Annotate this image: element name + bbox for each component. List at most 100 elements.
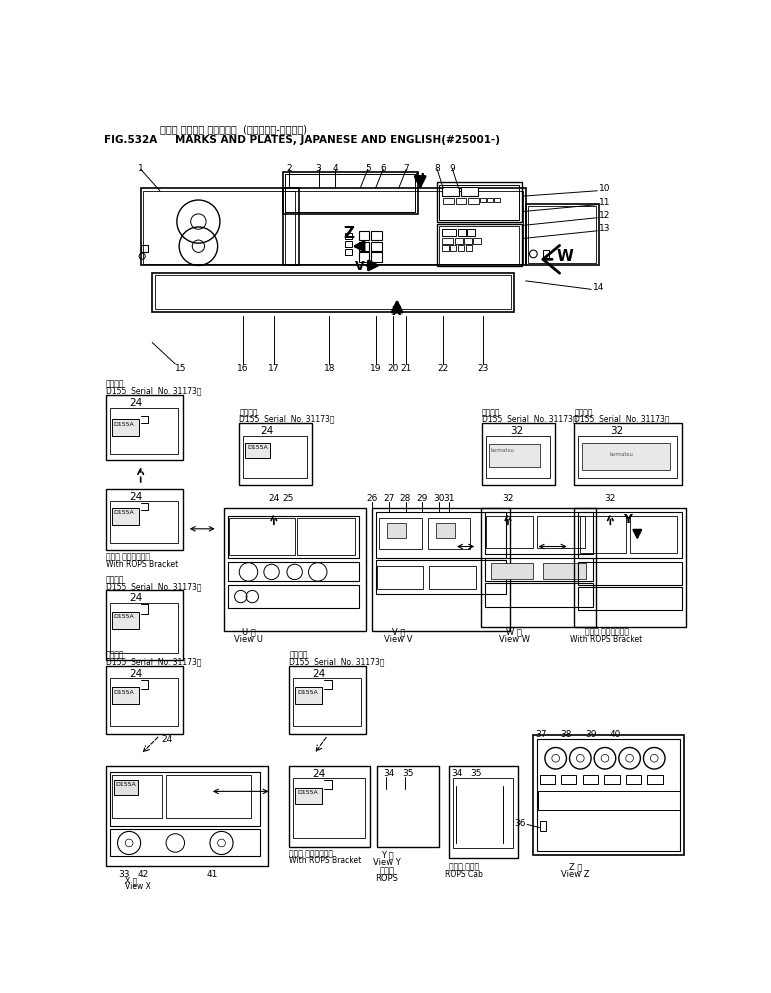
Text: 38: 38 xyxy=(561,730,572,739)
Text: D155A: D155A xyxy=(113,422,134,427)
Text: W 視: W 視 xyxy=(507,628,522,637)
Text: 1: 1 xyxy=(138,164,143,173)
Bar xyxy=(109,603,177,652)
Bar xyxy=(458,244,464,251)
Text: D155  Serial  No. 31173～: D155 Serial No. 31173～ xyxy=(574,415,670,424)
Bar xyxy=(372,508,510,632)
Text: 24: 24 xyxy=(129,492,143,501)
Text: 36: 36 xyxy=(514,819,526,828)
Text: 24: 24 xyxy=(161,735,173,744)
Bar xyxy=(578,436,677,478)
Bar xyxy=(113,780,138,795)
Text: 9: 9 xyxy=(449,164,456,173)
Text: 13: 13 xyxy=(599,224,611,233)
Text: FIG.532A: FIG.532A xyxy=(104,135,158,145)
Bar xyxy=(458,228,466,236)
Text: ロプス: ロプス xyxy=(379,866,395,875)
Text: 3: 3 xyxy=(315,164,322,173)
Bar xyxy=(561,776,577,784)
Text: 8: 8 xyxy=(434,164,440,173)
Text: 6: 6 xyxy=(380,164,386,173)
Text: D155  Serial  No. 31173～: D155 Serial No. 31173～ xyxy=(482,415,577,424)
Bar xyxy=(243,436,307,478)
Text: 24: 24 xyxy=(312,769,325,780)
Text: D155A: D155A xyxy=(247,445,268,450)
Text: 23: 23 xyxy=(477,364,489,373)
Bar xyxy=(283,189,526,265)
Text: 18: 18 xyxy=(324,364,335,373)
Bar xyxy=(112,612,139,629)
Bar xyxy=(239,423,312,485)
Bar xyxy=(154,275,511,310)
Bar xyxy=(112,419,139,436)
Bar xyxy=(626,776,641,784)
Text: View Z: View Z xyxy=(561,870,590,879)
Text: 37: 37 xyxy=(535,730,547,739)
Text: komatsu: komatsu xyxy=(490,448,514,453)
Bar xyxy=(293,678,361,726)
Bar xyxy=(437,183,522,222)
Bar xyxy=(106,666,183,734)
Bar xyxy=(166,776,251,817)
Text: 34: 34 xyxy=(383,769,395,779)
Bar xyxy=(583,776,598,784)
Bar xyxy=(109,501,177,543)
Text: V: V xyxy=(355,260,365,273)
Text: 29: 29 xyxy=(417,495,428,503)
Text: 27: 27 xyxy=(383,495,394,503)
Text: 33: 33 xyxy=(118,870,130,879)
Bar xyxy=(106,591,183,659)
Bar xyxy=(227,515,359,558)
Text: 適用号等: 適用号等 xyxy=(574,408,593,417)
Text: Y 視: Y 視 xyxy=(381,851,393,860)
Bar xyxy=(482,423,555,485)
Text: ロプス ブラケット付: ロプス ブラケット付 xyxy=(584,628,628,637)
Text: ROPS: ROPS xyxy=(375,874,399,883)
Bar xyxy=(293,779,365,838)
Bar xyxy=(152,273,514,312)
Bar xyxy=(537,515,585,548)
Bar xyxy=(464,237,472,244)
Bar xyxy=(283,172,418,213)
Text: 22: 22 xyxy=(438,364,449,373)
Bar xyxy=(359,241,369,251)
Text: Z: Z xyxy=(344,225,355,240)
Text: komatsu: komatsu xyxy=(610,452,634,457)
Text: D155  Serial  No. 31173～: D155 Serial No. 31173～ xyxy=(289,657,385,666)
Bar xyxy=(485,584,593,607)
Text: D155A: D155A xyxy=(297,789,318,794)
Text: D155A: D155A xyxy=(297,690,318,695)
Bar xyxy=(534,735,684,855)
Bar xyxy=(387,522,406,538)
Text: U: U xyxy=(415,172,425,185)
Bar xyxy=(345,241,352,247)
Bar xyxy=(140,189,298,265)
Bar xyxy=(543,250,549,258)
Text: D155  Serial  No. 31173～: D155 Serial No. 31173～ xyxy=(239,415,335,424)
Text: ロプス ブラケット付: ロプス ブラケット付 xyxy=(106,553,150,562)
Bar xyxy=(106,766,268,866)
Bar xyxy=(297,518,355,555)
Text: With ROPS Bracket: With ROPS Bracket xyxy=(106,560,178,569)
Bar xyxy=(455,237,463,244)
Text: 適用号等: 適用号等 xyxy=(482,408,500,417)
Text: ROPS Cab: ROPS Cab xyxy=(445,870,483,879)
Bar xyxy=(449,766,518,858)
Text: View U: View U xyxy=(234,636,263,644)
Text: 16: 16 xyxy=(237,364,249,373)
Bar xyxy=(289,666,366,734)
Bar xyxy=(429,566,476,589)
Bar xyxy=(439,226,520,264)
Text: 24: 24 xyxy=(129,398,143,408)
Text: 31: 31 xyxy=(443,495,454,503)
Bar xyxy=(109,408,177,454)
Text: 15: 15 xyxy=(175,364,187,373)
Bar xyxy=(461,187,478,197)
Bar xyxy=(295,687,322,704)
Text: 11: 11 xyxy=(599,198,611,207)
Text: 24: 24 xyxy=(129,669,143,679)
Bar xyxy=(227,585,359,608)
Bar xyxy=(538,790,681,810)
Text: 28: 28 xyxy=(400,495,411,503)
Bar xyxy=(468,198,479,204)
